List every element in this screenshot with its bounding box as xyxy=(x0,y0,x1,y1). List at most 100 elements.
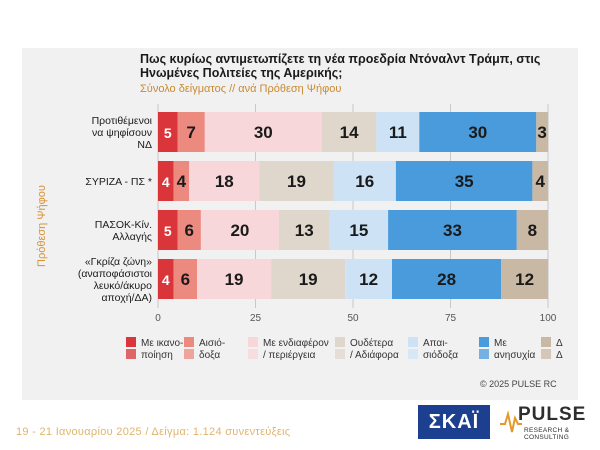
bar-segment xyxy=(271,259,346,299)
skai-logo: ΣΚΑΪ xyxy=(418,405,490,439)
legend-swatch xyxy=(541,349,551,359)
copyright: © 2025 PULSE RC xyxy=(480,379,557,389)
legend-swatch xyxy=(335,337,345,347)
legend-label: Δ xyxy=(556,338,563,349)
bar-segment xyxy=(321,112,377,152)
legend-label: δοξα xyxy=(199,350,220,361)
legend-label: Με xyxy=(494,338,507,349)
bar-segment xyxy=(158,112,178,152)
category-label: να ψηφίσουν xyxy=(92,127,152,139)
bar-segment xyxy=(333,161,396,201)
category-label: ΠΑΣΟΚ-Κίν. xyxy=(95,219,152,231)
bar-value-label: 5 xyxy=(164,223,172,239)
bar-segment xyxy=(532,161,548,201)
bar-segment xyxy=(501,259,548,299)
bar-value-label: 18 xyxy=(215,172,234,191)
bar-segment xyxy=(329,210,389,250)
bar-value-label: 12 xyxy=(515,270,534,289)
legend-swatch xyxy=(479,337,489,347)
chart-title: Πως κυρίως αντιμετωπίζετε τη νέα προεδρί… xyxy=(140,52,541,80)
pulse-logo-subtitle: RESEARCH & CONSULTING xyxy=(524,427,570,441)
bar-value-label: 5 xyxy=(164,125,172,141)
legend-swatch xyxy=(479,349,489,359)
legend-label: Απαι- xyxy=(423,338,448,349)
legend-label: / περιέργεια xyxy=(263,349,316,361)
bar-value-label: 19 xyxy=(225,270,244,289)
bar-value-label: 4 xyxy=(162,272,170,288)
category-label: Αλλαγής xyxy=(112,231,152,243)
bar-value-label: 28 xyxy=(437,270,456,289)
bar-value-label: 19 xyxy=(287,172,306,191)
legend-swatch xyxy=(184,349,194,359)
legend-label: ανησυχία xyxy=(494,349,535,361)
legend-swatch xyxy=(126,349,136,359)
legend-label: σιόδοξα xyxy=(423,349,458,361)
bar-segment xyxy=(200,210,279,250)
legend-label: Με ενδιαφέρον xyxy=(263,337,329,349)
category-label: αποχή/ΔΑ) xyxy=(101,292,152,304)
legend-label: ποίηση xyxy=(141,349,173,361)
bar-segment xyxy=(177,112,205,152)
legend-swatch xyxy=(541,337,551,347)
bar-value-label: 4 xyxy=(177,172,187,191)
legend-swatch xyxy=(335,349,345,359)
bar-segment xyxy=(392,259,502,299)
bar-value-label: 6 xyxy=(184,221,193,240)
bar-segment xyxy=(177,210,201,250)
bar-value-label: 4 xyxy=(535,172,545,191)
legend-label: Ουδέτερα xyxy=(350,337,393,349)
x-tick-label: 0 xyxy=(155,313,161,324)
bar-segment xyxy=(516,210,548,250)
bar-value-label: 12 xyxy=(359,270,378,289)
x-tick-label: 50 xyxy=(347,313,359,324)
bar-segment xyxy=(158,259,174,299)
pulse-logo: PULSE RESEARCH & CONSULTING xyxy=(500,404,596,444)
bar-segment xyxy=(536,112,548,152)
x-tick-label: 100 xyxy=(540,313,557,324)
legend-swatch xyxy=(126,337,136,347)
bar-value-label: 35 xyxy=(455,172,474,191)
legend-swatch xyxy=(248,337,258,347)
bar-segment xyxy=(419,112,537,152)
bar-value-label: 8 xyxy=(528,221,537,240)
x-tick-label: 75 xyxy=(445,313,457,324)
legend-swatch xyxy=(248,349,258,359)
bar-value-label: 13 xyxy=(295,221,314,240)
legend-swatch xyxy=(184,337,194,347)
bar-segment xyxy=(158,161,174,201)
bar-segment xyxy=(278,210,330,250)
chart-subtitle: Σύνολο δείγματος // ανά Πρόθεση Ψήφου xyxy=(140,83,342,95)
bar-value-label: 11 xyxy=(389,123,407,142)
pulse-logo-name: PULSE xyxy=(518,404,587,425)
footer-note: 19 - 21 Ιανουαρίου 2025 / Δείγμα: 1.124 … xyxy=(16,426,291,438)
bar-segment xyxy=(376,112,420,152)
bar-value-label: 6 xyxy=(181,270,190,289)
bar-segment xyxy=(173,259,197,299)
bar-value-label: 7 xyxy=(186,123,195,142)
legend-swatch xyxy=(408,337,418,347)
bar-segment xyxy=(158,210,178,250)
pulse-wave-icon xyxy=(500,410,522,433)
bar-segment xyxy=(259,161,334,201)
bar-value-label: 33 xyxy=(443,221,462,240)
legend-swatch xyxy=(408,349,418,359)
bar-segment xyxy=(204,112,322,152)
bar-value-label: 15 xyxy=(349,221,368,240)
category-label: ΣΥΡΙΖΑ - ΠΣ * xyxy=(85,176,152,188)
bar-segment xyxy=(189,161,260,201)
bar-value-label: 3 xyxy=(537,123,546,142)
category-label: «Γκρίζα ζώνη» xyxy=(85,256,152,268)
bar-segment xyxy=(395,161,533,201)
category-label: Προτιθέμενοι xyxy=(92,115,153,127)
legend-label: Με ικανο- xyxy=(141,338,183,349)
legend-label: / Αδιάφορα xyxy=(350,349,399,361)
bar-value-label: 20 xyxy=(230,221,249,240)
legend-label: Αισιό- xyxy=(199,337,225,349)
bar-value-label: 30 xyxy=(254,123,273,142)
x-tick-label: 25 xyxy=(250,313,262,324)
bar-segment xyxy=(173,161,190,201)
bar-value-label: 16 xyxy=(355,172,374,191)
category-label: λευκό/άκυρο xyxy=(94,280,153,292)
category-label: (αναποφάσιστοι xyxy=(78,268,153,280)
